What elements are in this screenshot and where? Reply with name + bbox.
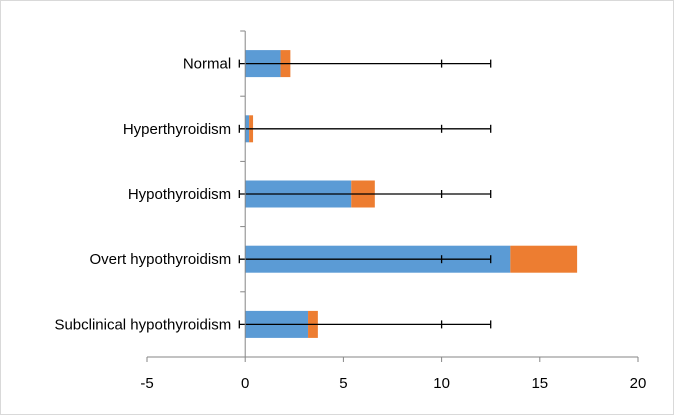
category-label: Hypothyroidism <box>128 186 231 203</box>
category-label: Normal <box>183 56 231 73</box>
x-tick-label: 5 <box>339 375 347 392</box>
x-tick-label: -5 <box>140 375 153 392</box>
category-label: Hyperthyroidism <box>123 121 231 138</box>
x-tick-label: 10 <box>433 375 450 392</box>
x-tick-label: 15 <box>531 375 548 392</box>
category-label: Subclinical hypothyroidism <box>54 316 231 333</box>
error-bars-layer <box>238 59 492 329</box>
x-tick-label: 0 <box>241 375 249 392</box>
labels-layer: -5 0 5 10 15 20 Normal Hyperthyroidism Hypothyro… <box>54 56 646 392</box>
bar-2-3 <box>510 245 578 273</box>
category-label: Overt hypothyroidism <box>89 251 231 268</box>
axes-layer <box>146 30 639 362</box>
x-tick-label: 20 <box>630 375 647 392</box>
